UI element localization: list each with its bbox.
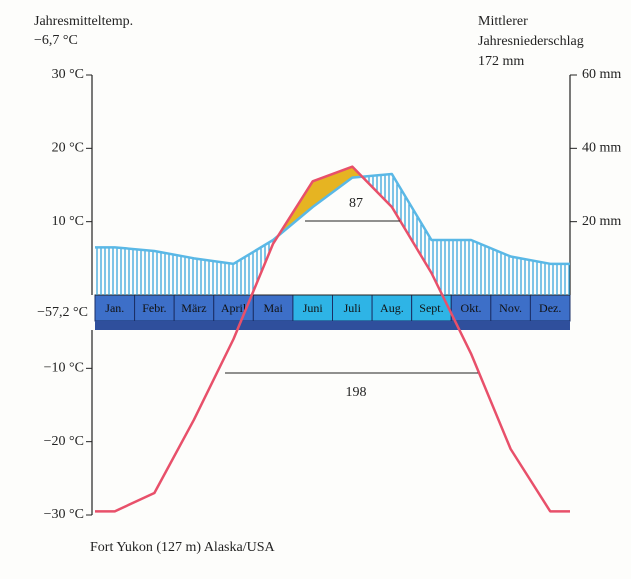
footer: Fort Yukon (127 m) Alaska/USA: [90, 540, 275, 555]
precipitation-line: [95, 172, 570, 266]
y2-tick-label: 60 mm: [582, 67, 621, 82]
month-label: Okt.: [461, 301, 482, 315]
band-strip: [95, 321, 570, 330]
annotation: 87: [349, 196, 363, 211]
month-label: Sept.: [419, 301, 443, 315]
y-tick-label: 20 °C: [52, 141, 84, 156]
right-title: Jahresniederschlag: [478, 34, 584, 49]
month-cell: [450, 294, 492, 322]
month-label: Juni: [303, 301, 324, 315]
right-title: Mittlerer: [478, 14, 528, 29]
month-cell: [292, 294, 333, 322]
right-title: 172 mm: [478, 54, 524, 69]
y-tick-label: 10 °C: [52, 214, 84, 229]
month-label: Mai: [263, 301, 283, 315]
annotation: 198: [346, 385, 367, 400]
month-label: März: [181, 301, 206, 315]
month-cell: [371, 294, 413, 322]
month-label: April: [221, 301, 247, 315]
month-label: Jan.: [105, 301, 124, 315]
temperature-line: [95, 165, 570, 513]
y2-tick-label: 40 mm: [582, 141, 621, 156]
absolute-min: −57,2 °C: [37, 305, 88, 320]
left-title: −6,7 °C: [34, 33, 78, 48]
month-label: Febr.: [142, 301, 166, 315]
month-label: Dez.: [539, 301, 561, 315]
month-cell: [134, 294, 175, 322]
y2-tick-label: 20 mm: [582, 214, 621, 229]
month-label: Juli: [344, 301, 362, 315]
month-cell: [529, 294, 571, 322]
month-cell: [94, 294, 136, 322]
y-tick-label: −30 °C: [44, 507, 84, 522]
left-title: Jahresmitteltemp.: [34, 14, 133, 29]
y-tick-label: −10 °C: [44, 361, 84, 376]
month-label: Aug.: [380, 301, 404, 315]
month-label: Nov.: [499, 301, 522, 315]
y-tick-label: 30 °C: [52, 67, 84, 82]
y-tick-label: −20 °C: [44, 434, 84, 449]
